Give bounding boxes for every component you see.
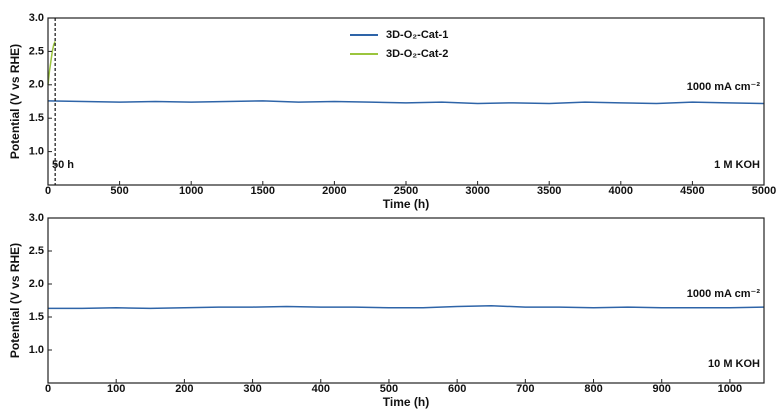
x-tick-label: 5000 bbox=[752, 185, 776, 197]
x-tick-label: 100 bbox=[107, 383, 125, 395]
x-tick-label: 1500 bbox=[251, 185, 275, 197]
series-line bbox=[48, 305, 765, 310]
plot-frame bbox=[47, 217, 765, 384]
x-tick-label: 3500 bbox=[537, 185, 561, 197]
x-tick-label: 500 bbox=[110, 185, 128, 197]
x-tick-label: 700 bbox=[516, 383, 534, 395]
y-tick-label: 3.0 bbox=[29, 212, 44, 224]
x-tick-label: 400 bbox=[312, 383, 330, 395]
series-line bbox=[47, 41, 56, 85]
x-tick-label: 800 bbox=[584, 383, 602, 395]
x-tick-label: 3000 bbox=[465, 185, 489, 197]
x-tick-label: 0 bbox=[45, 185, 51, 197]
y-axis-title: Potential (V vs RHE) bbox=[8, 44, 22, 159]
x-tick-label: 600 bbox=[448, 383, 466, 395]
series-line bbox=[47, 100, 765, 105]
x-tick-label: 4500 bbox=[680, 185, 704, 197]
x-tick-label: 4000 bbox=[609, 185, 633, 197]
x-tick-label: 1000 bbox=[179, 185, 203, 197]
x-tick-label: 2500 bbox=[394, 185, 418, 197]
y-tick-label: 1.5 bbox=[29, 311, 44, 323]
x-tick-label: 200 bbox=[175, 383, 193, 395]
x-axis-title: Time (h) bbox=[383, 395, 429, 409]
y-tick-label: 1.5 bbox=[29, 112, 44, 124]
x-tick-label: 1000 bbox=[718, 383, 742, 395]
y-tick-label: 2.5 bbox=[29, 245, 44, 257]
x-tick-label: 2000 bbox=[322, 185, 346, 197]
legend-label: 3D-O₂-Cat-1 bbox=[386, 29, 448, 41]
x-tick-label: 300 bbox=[243, 383, 261, 395]
annotation: 1 M KOH bbox=[714, 159, 760, 171]
y-axis-title: Potential (V vs RHE) bbox=[8, 243, 22, 358]
y-tick-label: 2.0 bbox=[29, 79, 44, 91]
annotation: 10 M KOH bbox=[708, 358, 760, 370]
annotation: 1000 mA cm⁻² bbox=[687, 81, 761, 93]
annotation: 1000 mA cm⁻² bbox=[687, 288, 761, 300]
legend-label: 3D-O₂-Cat-2 bbox=[386, 48, 448, 60]
y-tick-label: 1.0 bbox=[29, 146, 44, 158]
y-tick-label: 2.0 bbox=[29, 278, 44, 290]
x-tick-label: 900 bbox=[653, 383, 671, 395]
y-tick-label: 2.5 bbox=[29, 45, 44, 57]
y-tick-label: 3.0 bbox=[29, 12, 44, 24]
x-tick-label: 500 bbox=[380, 383, 398, 395]
annotation: 50 h bbox=[52, 159, 74, 171]
x-axis-title: Time (h) bbox=[383, 197, 429, 211]
y-tick-label: 1.0 bbox=[29, 344, 44, 356]
x-tick-label: 0 bbox=[45, 383, 51, 395]
